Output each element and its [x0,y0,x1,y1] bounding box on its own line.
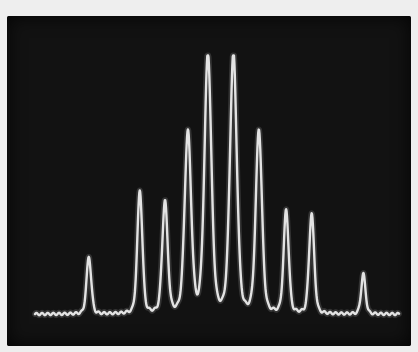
peak-point-6 [232,54,235,57]
peak-point-9 [310,213,313,215]
trace-glow [32,52,402,319]
peak-point-10 [362,273,365,276]
peak-point-5 [207,54,209,57]
peak-point-1 [88,256,90,258]
peak-point-4 [187,133,189,135]
peak-point-8 [285,210,287,213]
peak-point-3 [164,201,166,204]
peak-point-7 [258,130,260,133]
spectrum-trace [33,54,401,317]
peak-point-2 [139,190,141,193]
spectrum-trace-plot [32,52,402,319]
